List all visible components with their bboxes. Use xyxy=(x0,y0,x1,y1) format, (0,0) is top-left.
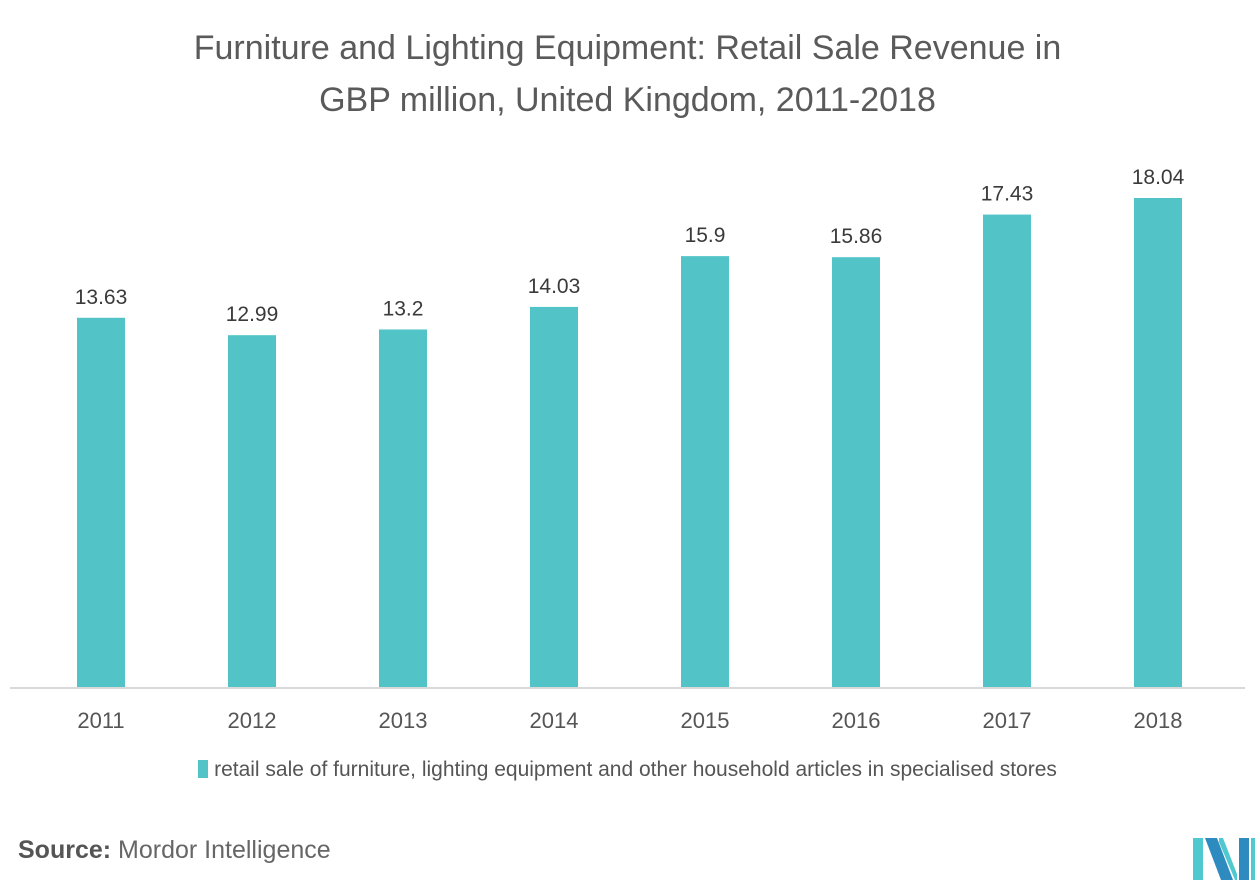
value-label-2013: 13.2 xyxy=(383,297,424,320)
value-label-2011: 13.63 xyxy=(75,286,128,309)
x-tick-2017: 2017 xyxy=(983,708,1032,733)
bar-2016 xyxy=(832,257,880,688)
bar-2013 xyxy=(379,329,427,688)
x-tick-2016: 2016 xyxy=(832,708,881,733)
value-label-2018: 18.04 xyxy=(1132,166,1185,189)
chart-title-line-2: GBP million, United Kingdom, 2011-2018 xyxy=(319,81,936,119)
bar-2011 xyxy=(77,317,125,688)
legend: retail sale of furniture, lighting equip… xyxy=(0,758,1255,782)
chart-title-line-1: Furniture and Lighting Equipment: Retail… xyxy=(193,29,1062,67)
x-tick-2012: 2012 xyxy=(228,708,277,733)
x-tick-2015: 2015 xyxy=(681,708,730,733)
bar-2018 xyxy=(1134,198,1182,688)
legend-swatch xyxy=(198,760,209,778)
source-note: Source: Mordor Intelligence xyxy=(18,836,331,865)
bar-chart: 13.63 12.99 13.2 14.03 15.9 15.86 17.43 18.04 2… xyxy=(10,166,1245,733)
x-tick-2018: 2018 xyxy=(1134,708,1183,733)
x-tick-2014: 2014 xyxy=(530,708,579,733)
value-label-2012: 12.99 xyxy=(226,303,279,326)
bar-2017 xyxy=(983,214,1031,689)
chart-title: Furniture and Lighting Equipment: Retail… xyxy=(0,22,1255,126)
x-tick-2011: 2011 xyxy=(77,708,124,733)
bar-2014 xyxy=(530,306,578,688)
value-labels-group: 13.63 12.99 13.2 14.03 15.9 15.86 17.43 18.04 xyxy=(75,166,1185,326)
x-tick-2013: 2013 xyxy=(379,708,428,733)
value-label-2015: 15.9 xyxy=(685,224,726,247)
bar-2012 xyxy=(228,335,276,688)
value-label-2016: 15.86 xyxy=(830,225,883,248)
mordor-intelligence-logo-icon xyxy=(1193,838,1255,880)
x-tick-labels-group: 2011 2012 2013 2014 2015 2016 2017 2018 xyxy=(77,708,1182,733)
value-label-2017: 17.43 xyxy=(981,183,1034,206)
bars-group xyxy=(77,198,1182,689)
value-label-2014: 14.03 xyxy=(528,275,581,298)
source-label: Source: xyxy=(18,836,112,864)
source-text: Mordor Intelligence xyxy=(118,836,331,864)
legend-label: retail sale of furniture, lighting equip… xyxy=(214,758,1057,781)
bar-2015 xyxy=(681,256,729,688)
